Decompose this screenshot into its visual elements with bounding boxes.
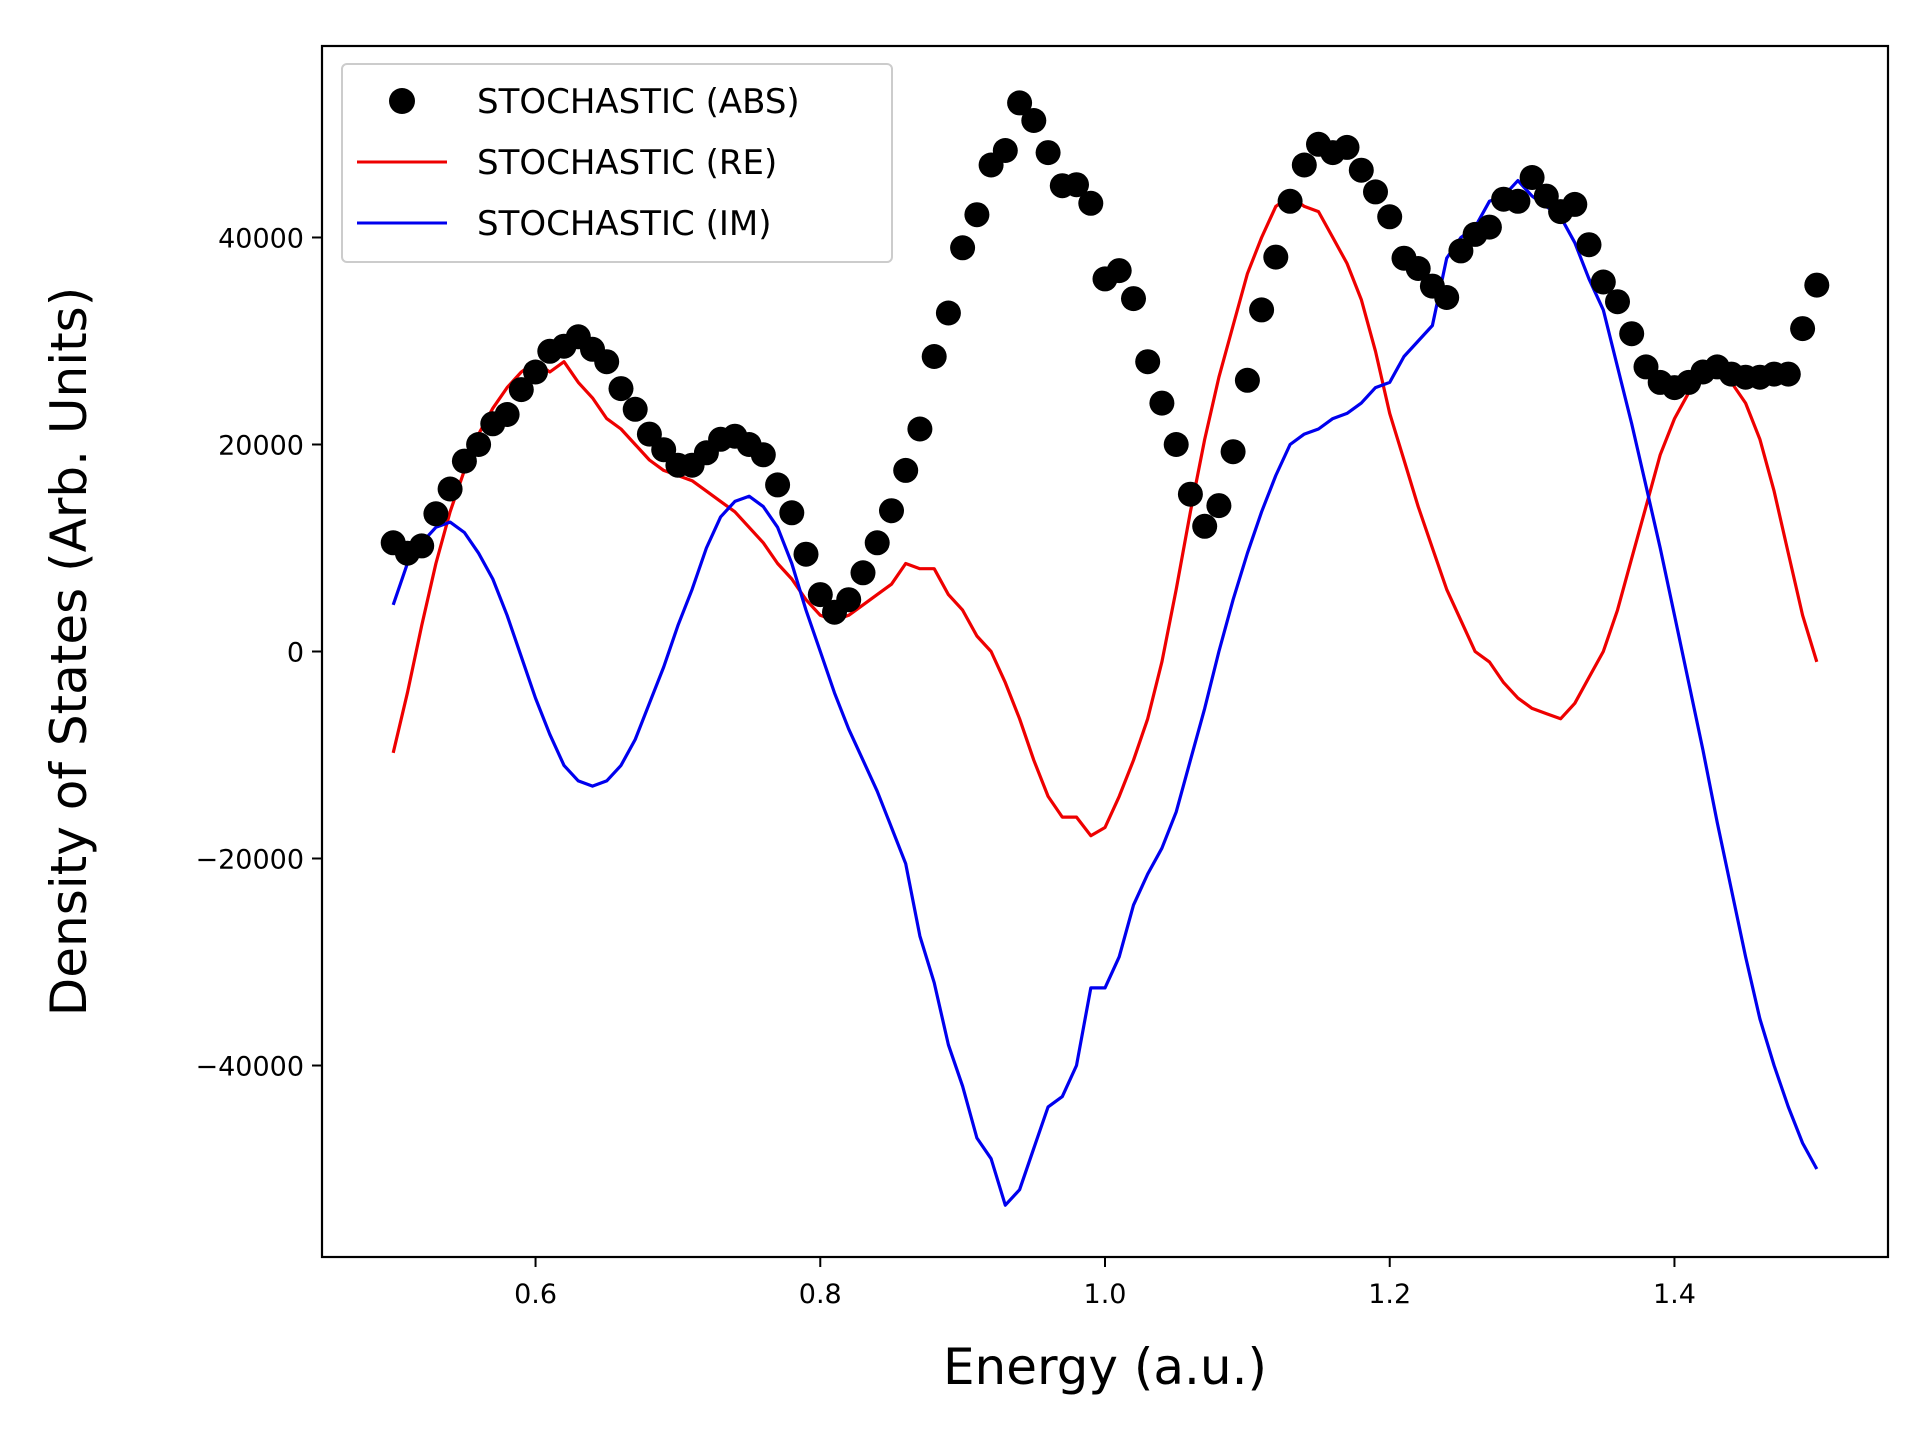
data-point-abs xyxy=(750,442,776,468)
data-point-abs xyxy=(992,138,1018,163)
data-point-abs xyxy=(1519,165,1545,190)
series-line-im xyxy=(391,179,1819,1207)
series-line-re xyxy=(391,194,1819,838)
legend-label-im: STOCHASTIC (IM) xyxy=(477,204,772,244)
data-point-abs xyxy=(1619,321,1645,347)
data-point-abs xyxy=(1121,286,1146,312)
data-point-abs xyxy=(1106,258,1132,284)
x-axis-label: Energy (a.u.) xyxy=(943,1338,1267,1396)
data-point-abs xyxy=(1334,134,1360,160)
data-point-abs xyxy=(437,476,463,502)
y-axis-ticks: −40000 −20000 0 20000 40000 xyxy=(195,223,322,1083)
data-point-abs xyxy=(466,432,492,457)
x-tick-label: 0.8 xyxy=(799,1279,842,1310)
data-point-abs xyxy=(1234,367,1260,393)
data-point-abs xyxy=(907,416,933,442)
data-point-abs xyxy=(1605,289,1630,315)
data-point-abs xyxy=(779,500,805,526)
data-point-abs xyxy=(1064,172,1089,198)
data-point-abs xyxy=(622,396,648,422)
data-point-abs xyxy=(508,377,534,403)
data-point-abs xyxy=(1078,190,1104,216)
data-point-abs xyxy=(1149,390,1175,416)
data-point-abs xyxy=(608,376,634,402)
data-point-abs xyxy=(1206,493,1232,519)
legend-label-abs: STOCHASTIC (ABS) xyxy=(477,82,800,122)
data-point-abs xyxy=(409,533,435,559)
y-tick-label: −40000 xyxy=(195,1052,304,1083)
data-point-abs xyxy=(1448,238,1474,264)
data-point-abs xyxy=(893,457,919,483)
legend: STOCHASTIC (ABS) STOCHASTIC (RE) STOCHAS… xyxy=(341,63,893,263)
data-point-abs xyxy=(1291,152,1317,178)
data-point-abs xyxy=(1363,179,1388,205)
data-point-abs xyxy=(1163,432,1189,457)
data-point-abs xyxy=(594,349,620,375)
y-tick-label: −20000 xyxy=(195,845,304,876)
data-point-abs xyxy=(1476,214,1502,240)
data-point-abs xyxy=(1804,272,1830,298)
legend-marker-abs xyxy=(389,88,415,114)
data-point-abs xyxy=(1035,140,1061,166)
data-point-abs xyxy=(1263,244,1289,270)
data-point-abs xyxy=(1192,513,1218,539)
y-tick-label: 20000 xyxy=(218,430,304,461)
data-point-abs xyxy=(1590,269,1616,295)
data-point-abs xyxy=(1249,297,1275,323)
data-point-abs xyxy=(1377,204,1403,230)
data-point-abs xyxy=(1135,349,1161,375)
data-point-abs xyxy=(1405,256,1431,281)
data-point-abs xyxy=(1790,316,1816,342)
data-point-abs xyxy=(523,359,548,385)
data-point-abs xyxy=(1775,361,1801,387)
data-point-abs xyxy=(1220,439,1246,465)
y-tick-label: 0 xyxy=(287,638,304,669)
data-point-abs xyxy=(1576,232,1602,258)
data-point-abs xyxy=(1434,285,1460,310)
legend-entry-im: STOCHASTIC (IM) xyxy=(357,204,772,244)
data-point-abs xyxy=(1505,188,1531,214)
data-point-abs xyxy=(950,235,976,261)
data-point-abs xyxy=(935,300,961,326)
data-point-abs xyxy=(1007,90,1033,116)
x-axis-ticks: 0.6 0.8 1.0 1.2 1.4 xyxy=(514,1257,1696,1310)
data-point-abs xyxy=(964,202,990,228)
data-point-abs xyxy=(836,587,862,613)
data-point-abs xyxy=(921,344,947,369)
data-point-abs xyxy=(494,402,520,427)
y-tick-label: 40000 xyxy=(218,223,304,254)
x-tick-label: 1.2 xyxy=(1368,1279,1411,1310)
legend-box xyxy=(341,63,893,263)
data-point-abs xyxy=(850,560,876,586)
data-point-abs xyxy=(1348,157,1374,183)
legend-entry-re: STOCHASTIC (RE) xyxy=(357,143,777,183)
plot-frame xyxy=(320,44,1890,1259)
data-point-abs xyxy=(879,498,904,524)
data-point-abs xyxy=(1177,481,1203,507)
data-point-abs xyxy=(807,582,833,608)
data-point-abs xyxy=(451,448,477,474)
x-tick-label: 1.4 xyxy=(1653,1279,1696,1310)
y-axis-label: Density of States (Arb. Units) xyxy=(40,287,98,1017)
legend-entry-abs: STOCHASTIC (ABS) xyxy=(389,82,800,122)
x-tick-label: 0.6 xyxy=(514,1279,557,1310)
data-point-abs xyxy=(765,472,791,498)
data-point-abs xyxy=(1021,108,1047,133)
data-point-abs xyxy=(1277,188,1303,214)
data-point-abs xyxy=(423,501,449,527)
data-point-abs xyxy=(793,541,819,567)
x-tick-label: 1.0 xyxy=(1084,1279,1127,1310)
plot-area xyxy=(380,90,1830,1207)
data-point-abs xyxy=(864,530,890,556)
legend-label-re: STOCHASTIC (RE) xyxy=(477,143,777,183)
data-point-abs xyxy=(1562,191,1588,217)
